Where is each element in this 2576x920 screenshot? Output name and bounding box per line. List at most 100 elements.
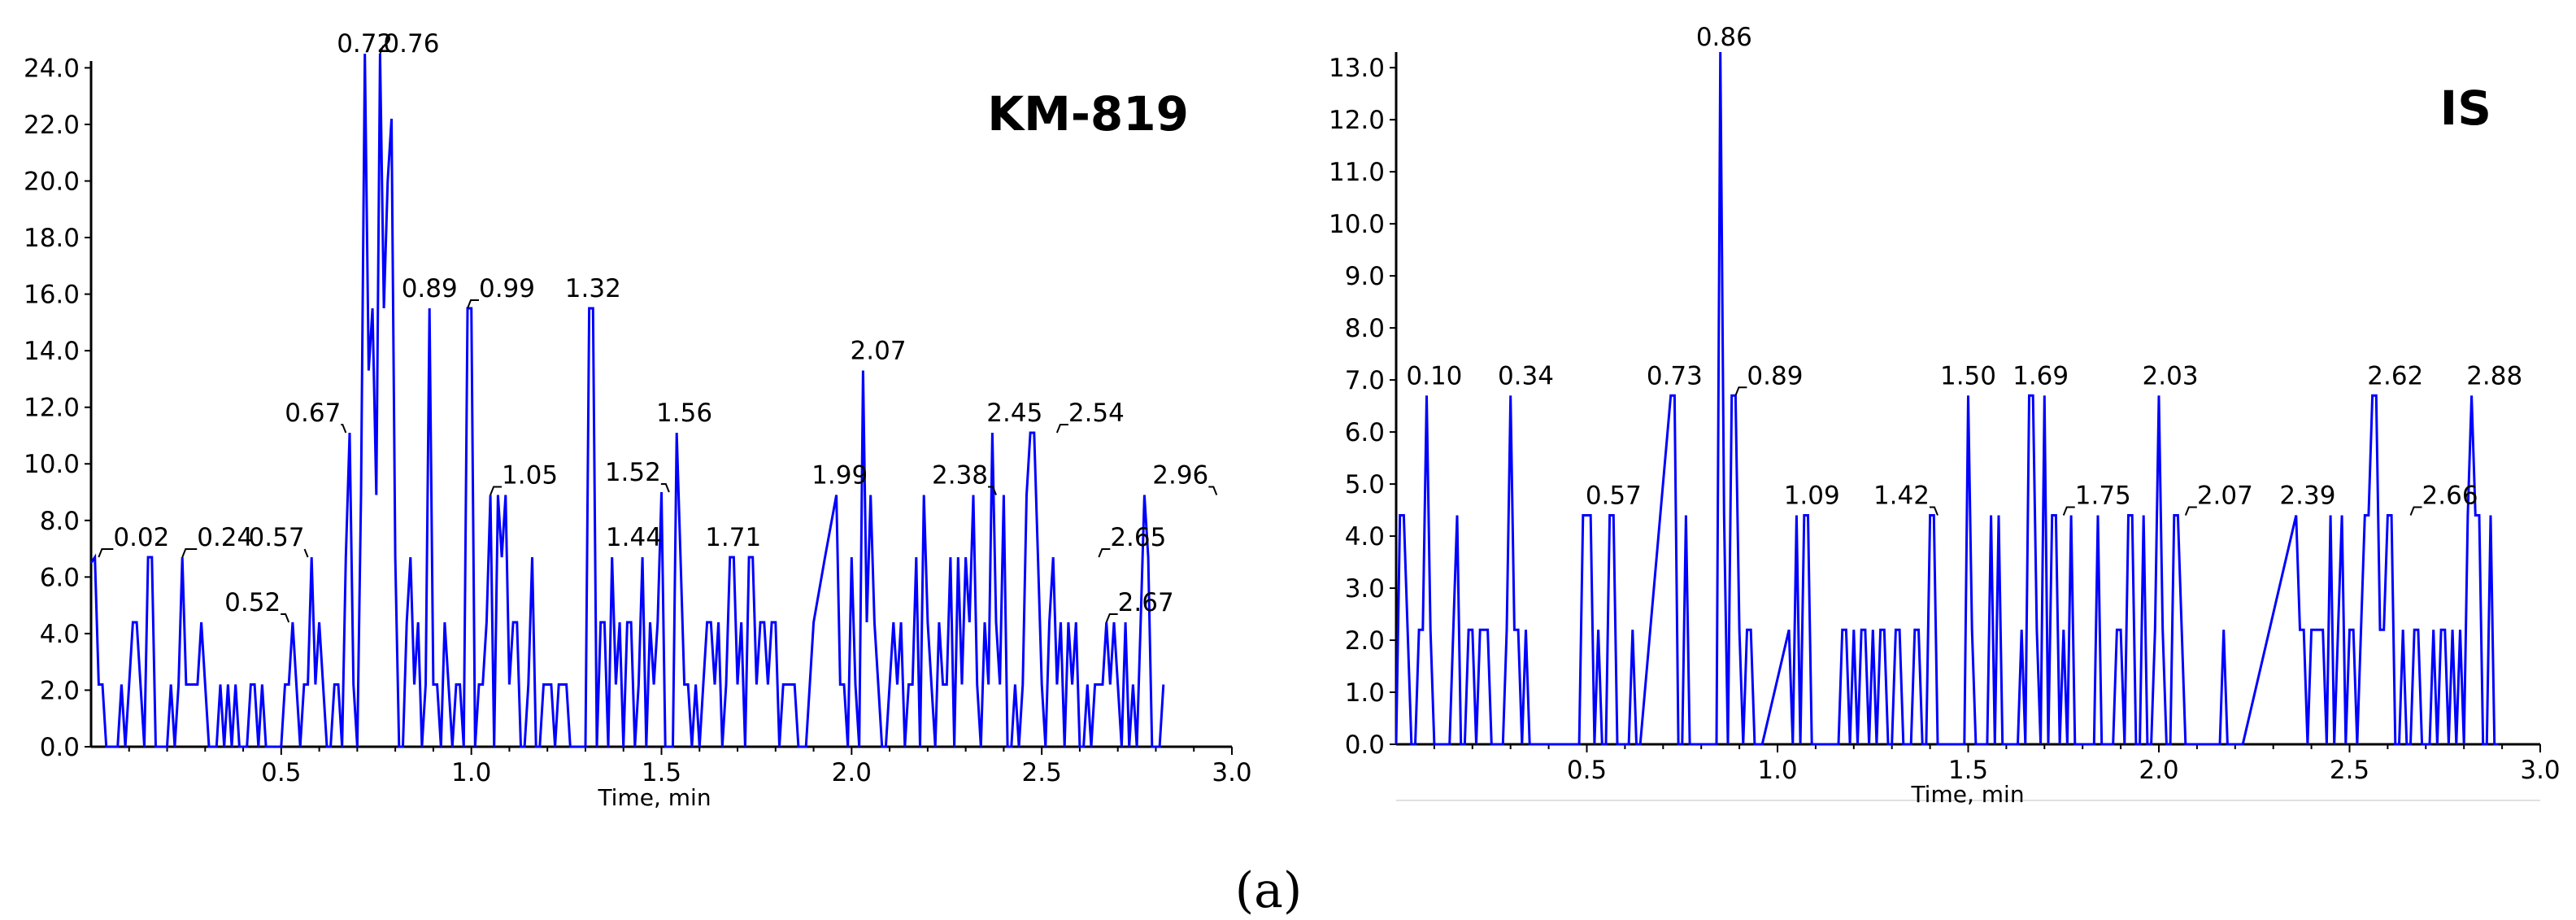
km-y-tick-label: 14.0	[24, 337, 80, 366]
is-x-tick-label: 2.5	[2330, 756, 2369, 785]
km-peak-label: 1.32	[565, 274, 621, 303]
km-peak-label: 0.57	[249, 523, 305, 552]
is-peak-label: 2.03	[2143, 361, 2199, 390]
is-y-tick-label: 10.0	[1329, 210, 1385, 239]
is-y-tick-label: 6.0	[1345, 418, 1385, 447]
is-y-tick-label: 4.0	[1345, 522, 1385, 552]
km-peak-leader	[303, 548, 309, 558]
km-peak-label: 0.67	[285, 399, 341, 428]
is-peak-label: 0.57	[1586, 481, 1642, 510]
km-x-tick-label: 2.5	[1022, 758, 1062, 787]
km-x-tick-label: 0.5	[261, 758, 301, 787]
km-peak-label: 0.89	[402, 274, 458, 303]
is-panel: 0.0 1.0 2.0 3.0 4.0 5.0 6.0 7.0 8.0 9.0 10.0 11.0 12…	[1329, 23, 2561, 808]
is-x-tick-label: 0.5	[1567, 756, 1607, 785]
is-trace	[1395, 51, 2499, 746]
is-x-tick-label: 1.0	[1757, 756, 1797, 785]
is-peak-label: 0.34	[1498, 361, 1554, 390]
is-peak-label: 1.50	[1940, 361, 1996, 390]
km-peak-leader	[1208, 486, 1218, 495]
km819-x-axis-label: Time, min	[597, 784, 711, 811]
is-peak-label: 0.73	[1647, 361, 1703, 390]
is-y-tick-label: 13.0	[1329, 54, 1385, 83]
km-peak-leader	[281, 613, 290, 623]
is-peak-label: 0.86	[1696, 23, 1752, 52]
km819-peak-labels: 0.02 0.24 0.52 0.57 0.67 0.720.76 0.89 0.99 1.05…	[98, 29, 1218, 623]
is-peak-label: 1.75	[2075, 481, 2131, 510]
km-peak-label: 2.54	[1068, 399, 1125, 428]
km-y-tick-label: 18.0	[24, 224, 80, 253]
km-peak-leader	[490, 486, 503, 495]
is-peak-label: 1.42	[1873, 481, 1930, 510]
km-peak-leader	[1105, 613, 1118, 623]
is-peak-label: 1.09	[1784, 481, 1840, 510]
km-peak-label: 0.72	[337, 29, 393, 59]
km-x-tick-label: 3.0	[1212, 758, 1251, 787]
km-peak-leader	[98, 548, 114, 558]
km-y-tick-label: 2.0	[40, 676, 80, 705]
is-y-tick-label: 3.0	[1345, 574, 1385, 604]
is-peak-label: 2.62	[2367, 361, 2423, 390]
km-peak-label: 2.07	[851, 336, 907, 365]
is-y-tick-label: 5.0	[1345, 470, 1385, 499]
is-y-tick-label: 1.0	[1345, 678, 1385, 708]
km-peak-leader	[181, 548, 198, 558]
km-peak-label: 2.67	[1118, 588, 1174, 617]
is-x-tick-label: 3.0	[2520, 756, 2560, 785]
km-peak-leader	[1098, 548, 1111, 558]
figure-caption: (a)	[1235, 862, 1303, 919]
is-y-tick-label: 2.0	[1345, 626, 1385, 656]
is-y-tick-label: 8.0	[1345, 314, 1385, 343]
km-peak-label: 0.24	[197, 523, 253, 552]
km-peak-label: 0.52	[224, 588, 281, 617]
km-x-tick-label: 2.0	[832, 758, 872, 787]
km819-title: KM-819	[987, 86, 1189, 142]
is-peak-label: 2.88	[2466, 361, 2522, 390]
is-peak-label: 2.66	[2422, 481, 2478, 510]
is-peak-labels: 0.10 0.34 0.57 0.73 0.86 0.89 1.09 1.42 1.50 1.69…	[1406, 23, 2522, 516]
km-peak-label: 0.76	[383, 29, 439, 59]
km-peak-label: 2.65	[1110, 523, 1166, 552]
km819-trace	[89, 53, 1165, 748]
km-peak-label: 2.45	[986, 399, 1042, 428]
km-peak-label: 2.96	[1152, 460, 1208, 490]
is-y-tick-label: 9.0	[1345, 262, 1385, 291]
km-peak-label: 1.05	[502, 460, 558, 490]
km-y-tick-label: 16.0	[24, 281, 80, 310]
km-y-tick-label: 22.0	[24, 111, 80, 140]
km-x-tick-label: 1.0	[451, 758, 491, 787]
km-peak-label: 0.99	[479, 274, 535, 303]
is-peak-label: 0.89	[1747, 361, 1803, 390]
is-x-tick-label: 2.0	[2139, 756, 2178, 785]
is-x-ticks: 0.5 1.0 1.5 2.0 2.5 3.0	[1433, 744, 2561, 785]
is-y-ticks: 0.0 1.0 2.0 3.0 4.0 5.0 6.0 7.0 8.0 9.0 10.0 11.0 12…	[1329, 54, 1396, 760]
km-y-tick-label: 8.0	[40, 507, 80, 536]
is-x-axis-label: Time, min	[1910, 781, 2024, 808]
km-peak-label: 1.44	[606, 523, 662, 552]
is-title: IS	[2440, 81, 2491, 136]
is-peak-leader	[2409, 506, 2422, 516]
km-y-tick-label: 0.0	[40, 733, 80, 762]
km-y-tick-label: 12.0	[24, 394, 80, 423]
is-peak-leader	[2184, 506, 2197, 516]
km-y-tick-label: 6.0	[40, 563, 80, 592]
km-peak-label: 1.52	[605, 458, 661, 487]
km819-panel: 0.0 2.0 4.0 6.0 8.0 10.0 12.0 14.0 16.0 18.0 20.0 2…	[24, 29, 1252, 811]
km-peak-leader	[660, 483, 670, 493]
is-y-tick-label: 7.0	[1345, 366, 1385, 395]
km819-y-ticks: 0.0 2.0 4.0 6.0 8.0 10.0 12.0 14.0 16.0 18.0 20.0 2…	[24, 54, 91, 762]
km-peak-label: 1.71	[705, 523, 761, 552]
is-peak-leader	[1929, 506, 1939, 516]
is-y-tick-label: 11.0	[1329, 158, 1385, 187]
km-peak-label: 1.99	[812, 460, 868, 490]
is-y-tick-label: 12.0	[1329, 106, 1385, 135]
km-y-tick-label: 24.0	[24, 54, 80, 83]
km-peak-label: 1.56	[656, 399, 712, 428]
is-x-tick-label: 1.5	[1948, 756, 1988, 785]
is-peak-leader	[2062, 506, 2075, 516]
km-peak-leader	[1055, 423, 1068, 434]
km-peak-leader	[988, 486, 997, 495]
is-peak-label: 0.10	[1406, 361, 1462, 390]
km-peak-label: 2.38	[932, 460, 988, 490]
